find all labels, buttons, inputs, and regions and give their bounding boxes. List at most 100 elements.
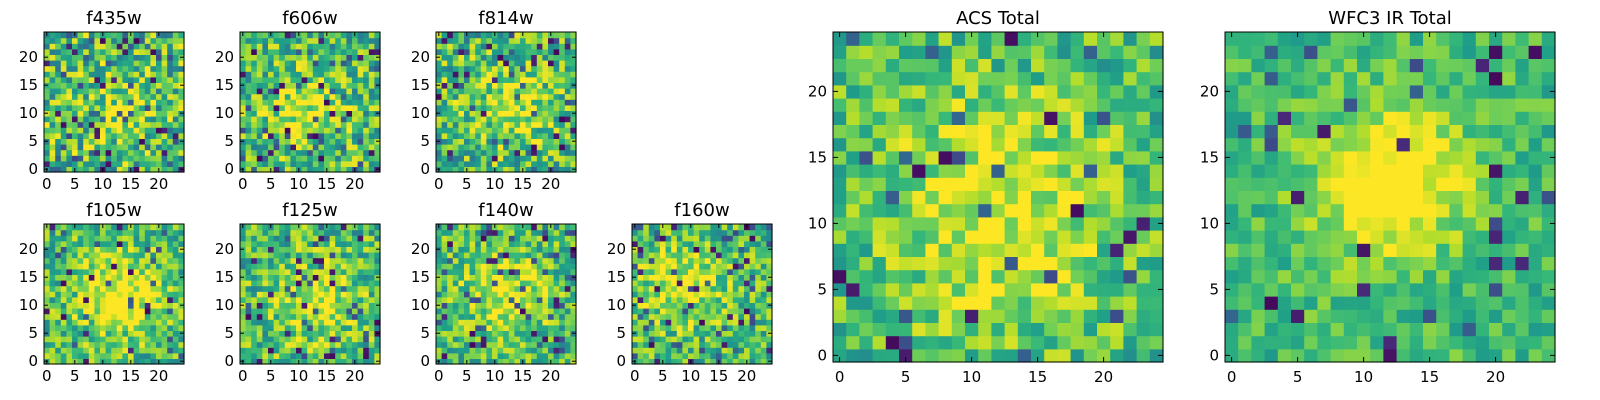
- heatmap-cell: [307, 43, 314, 50]
- heatmap-cell: [172, 166, 179, 173]
- heatmap-cell: [156, 302, 163, 309]
- heatmap-cell: [167, 268, 174, 275]
- heatmap-cell: [352, 43, 359, 50]
- heatmap-cell: [290, 104, 297, 111]
- heatmap-cell: [60, 347, 67, 354]
- heatmap-cell: [464, 285, 471, 292]
- heatmap-cell: [128, 308, 135, 315]
- heatmap-cell: [346, 229, 353, 236]
- heatmap-cell: [60, 280, 67, 287]
- heatmap-cell: [340, 330, 347, 337]
- heatmap-cell: [100, 99, 107, 106]
- y-tick-label: 0: [224, 160, 234, 178]
- heatmap-cell: [486, 138, 493, 145]
- heatmap-cell: [632, 252, 639, 259]
- heatmap-cell: [368, 110, 375, 117]
- heatmap-cell: [688, 280, 695, 287]
- heatmap-cell: [144, 285, 151, 292]
- heatmap-cell: [525, 121, 532, 128]
- heatmap-cell: [139, 291, 146, 298]
- heatmap-cell: [643, 341, 650, 348]
- heatmap-cell: [721, 280, 728, 287]
- heatmap-cell: [508, 319, 515, 326]
- heatmap-cell: [688, 341, 695, 348]
- heatmap-cell: [256, 138, 263, 145]
- heatmap-cell: [480, 358, 487, 365]
- heatmap-cell: [116, 291, 123, 298]
- heatmap-cell: [307, 274, 314, 281]
- heatmap-cell: [161, 60, 168, 67]
- heatmap-cell: [912, 335, 926, 350]
- heatmap-cell: [374, 144, 381, 151]
- heatmap-cell: [133, 54, 140, 61]
- heatmap-cell: [716, 347, 723, 354]
- heatmap-cell: [172, 257, 179, 264]
- heatmap-cell: [329, 104, 336, 111]
- heatmap-cell: [262, 37, 269, 44]
- heatmap-cell: [346, 224, 353, 231]
- heatmap-cell: [88, 347, 95, 354]
- heatmap-cell: [273, 127, 280, 134]
- heatmap-cell: [324, 116, 331, 123]
- heatmap-cell: [133, 296, 140, 303]
- heatmap-cell: [492, 138, 499, 145]
- heatmap-cell: [1044, 150, 1058, 165]
- heatmap-cell: [991, 309, 1006, 323]
- heatmap-cell: [548, 144, 555, 151]
- heatmap-cell: [660, 268, 667, 275]
- heatmap-cell: [447, 60, 454, 67]
- heatmap-cell: [329, 60, 336, 67]
- heatmap-cell: [660, 330, 667, 337]
- heatmap-cell: [128, 160, 135, 167]
- heatmap-cell: [150, 71, 157, 78]
- heatmap-cell: [965, 203, 979, 218]
- heatmap-cell: [324, 132, 331, 139]
- heatmap-cell: [531, 121, 538, 128]
- heatmap-cell: [374, 149, 381, 156]
- heatmap-cell: [329, 319, 336, 326]
- heatmap-cell: [721, 308, 728, 315]
- heatmap-cell: [245, 54, 252, 61]
- heatmap-cell: [144, 65, 151, 72]
- heatmap-cell: [251, 155, 258, 162]
- heatmap-cell: [570, 263, 577, 270]
- heatmap-cell: [548, 138, 555, 145]
- heatmap-cell: [279, 166, 286, 173]
- y-tick-label: 15: [411, 76, 430, 94]
- panel-title: f606w: [282, 8, 337, 29]
- heatmap-cell: [105, 313, 112, 320]
- heatmap-cell: [660, 229, 667, 236]
- heatmap-cell: [167, 155, 174, 162]
- heatmap-cell: [508, 43, 515, 50]
- heatmap-cell: [503, 132, 510, 139]
- heatmap-cell: [116, 160, 123, 167]
- heatmap-cell: [475, 43, 482, 50]
- heatmap-cell: [503, 308, 510, 315]
- heatmap-cell: [156, 296, 163, 303]
- heatmap-cell: [245, 160, 252, 167]
- heatmap-cell: [486, 240, 493, 247]
- heatmap-cell: [279, 347, 286, 354]
- heatmap-cell: [139, 60, 146, 67]
- heatmap-cell: [77, 54, 84, 61]
- heatmap-cell: [72, 268, 79, 275]
- heatmap-cell: [128, 240, 135, 247]
- heatmap-cell: [88, 71, 95, 78]
- heatmap-cell: [951, 230, 966, 244]
- heatmap-cell: [676, 313, 683, 320]
- heatmap-cell: [469, 296, 476, 303]
- heatmap-cell: [144, 110, 151, 117]
- heatmap-cell: [727, 257, 734, 264]
- heatmap-cell: [329, 149, 336, 156]
- heatmap-cell: [637, 229, 644, 236]
- heatmap-cell: [60, 330, 67, 337]
- heatmap-cell: [520, 302, 527, 309]
- heatmap-cell: [553, 104, 560, 111]
- heatmap-cell: [548, 252, 555, 259]
- heatmap-cell: [525, 246, 532, 253]
- heatmap-cell: [256, 324, 263, 331]
- heatmap-cell: [161, 54, 168, 61]
- heatmap-cell: [122, 319, 129, 326]
- heatmap-cell: [1031, 296, 1045, 310]
- heatmap-cell: [548, 71, 555, 78]
